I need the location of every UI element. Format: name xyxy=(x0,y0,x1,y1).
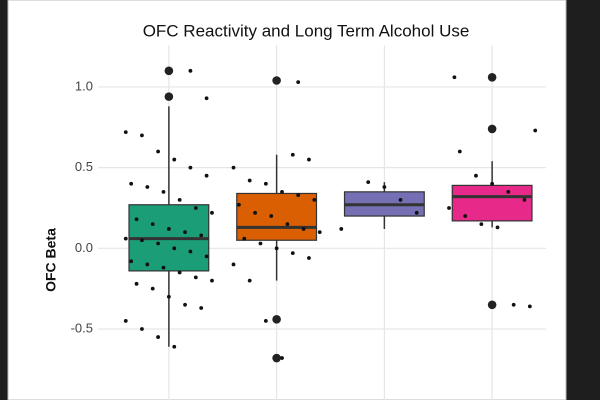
jitter-point xyxy=(193,275,198,280)
jitter-point xyxy=(166,294,171,299)
jitter-point xyxy=(188,249,193,254)
jitter-point xyxy=(447,206,451,210)
jitter-point xyxy=(145,262,150,267)
jitter-point xyxy=(210,278,214,283)
jitter-point xyxy=(280,189,284,194)
jitter-point xyxy=(129,259,134,264)
outlier xyxy=(272,76,281,85)
jitter-point xyxy=(280,356,284,360)
jitter-point xyxy=(414,210,419,215)
box xyxy=(236,192,318,241)
jitter-point xyxy=(301,227,306,231)
jitter-point xyxy=(533,128,538,133)
jitter-point xyxy=(145,185,150,189)
jitter-point xyxy=(123,319,128,323)
jitter-point xyxy=(312,198,317,202)
jitter-point xyxy=(123,236,128,241)
jitter-point xyxy=(134,281,139,286)
jitter-point xyxy=(140,133,144,138)
jitter-point xyxy=(339,227,344,231)
jitter-point xyxy=(199,233,204,238)
jitter-point xyxy=(522,198,527,202)
jitter-point xyxy=(183,302,187,307)
jitter-point xyxy=(156,241,161,246)
jitter-point xyxy=(134,217,139,222)
jitter-point xyxy=(204,96,209,101)
jitter-point xyxy=(479,222,484,227)
jitter-point xyxy=(495,225,500,230)
jitter-point xyxy=(398,198,403,202)
outlier xyxy=(487,124,497,134)
jitter-point xyxy=(247,178,252,183)
jitter-point xyxy=(129,181,134,186)
jitter-point xyxy=(161,265,166,270)
jitter-point xyxy=(307,256,311,260)
chart-title: OFC Reactivity and Long Term Alcohol Use xyxy=(143,21,470,40)
jitter-point xyxy=(177,198,182,202)
jitter-point xyxy=(253,210,257,215)
outlier xyxy=(272,315,281,324)
jitter-point xyxy=(188,165,193,170)
jitter-point xyxy=(140,327,144,331)
jitter-point xyxy=(204,254,209,259)
jitter-point xyxy=(150,222,155,227)
jitter-point xyxy=(150,286,155,291)
jitter-point xyxy=(156,335,161,339)
y-axis-label: OFC Beta xyxy=(43,228,59,292)
jitter-point xyxy=(177,270,182,275)
jitter-point xyxy=(263,319,268,323)
y-tick-label: -0.5 xyxy=(71,320,93,335)
jitter-point xyxy=(188,68,193,73)
jitter-point xyxy=(290,152,295,157)
outlier xyxy=(164,92,174,101)
jitter-point xyxy=(242,236,247,241)
jitter-point xyxy=(166,227,171,231)
jitter-point xyxy=(463,214,468,218)
jitter-point xyxy=(290,251,295,256)
jitter-point xyxy=(156,149,161,154)
y-tick-label: 0.0 xyxy=(75,240,93,255)
outlier xyxy=(164,66,174,76)
jitter-point xyxy=(140,238,144,243)
jitter-point xyxy=(231,165,236,170)
jitter-point xyxy=(183,230,187,235)
jitter-point xyxy=(172,246,177,251)
jitter-point xyxy=(161,189,166,194)
jitter-point xyxy=(193,206,198,210)
outlier xyxy=(487,72,497,82)
jitter-point xyxy=(172,344,177,349)
jitter-point xyxy=(210,210,214,215)
outlier xyxy=(487,300,497,310)
jitter-point xyxy=(269,214,274,218)
y-tick-label: 0.5 xyxy=(75,159,93,174)
jitter-point xyxy=(199,306,204,310)
jitter-point xyxy=(296,80,301,85)
jitter-point xyxy=(511,302,516,307)
jitter-point xyxy=(366,180,371,185)
jitter-point xyxy=(452,75,457,80)
jitter-point xyxy=(237,202,241,207)
jitter-point xyxy=(247,278,252,283)
jitter-point xyxy=(307,157,311,162)
jitter-point xyxy=(231,262,236,267)
jitter-point xyxy=(258,241,263,246)
jitter-point xyxy=(263,181,268,186)
jitter-point xyxy=(172,157,177,162)
jitter-point xyxy=(274,246,279,251)
jitter-point xyxy=(474,173,478,178)
jitter-point xyxy=(490,181,495,186)
jitter-point xyxy=(527,304,532,309)
jitter-point xyxy=(382,185,387,189)
jitter-point xyxy=(506,189,511,194)
jitter-point xyxy=(285,222,290,227)
jitter-point xyxy=(457,149,462,154)
jitter-point xyxy=(123,130,128,135)
jitter-point xyxy=(296,193,301,197)
outlier xyxy=(272,353,281,363)
y-tick-label: 1.0 xyxy=(75,78,93,93)
jitter-point xyxy=(317,230,322,235)
jitter-point xyxy=(204,173,209,178)
